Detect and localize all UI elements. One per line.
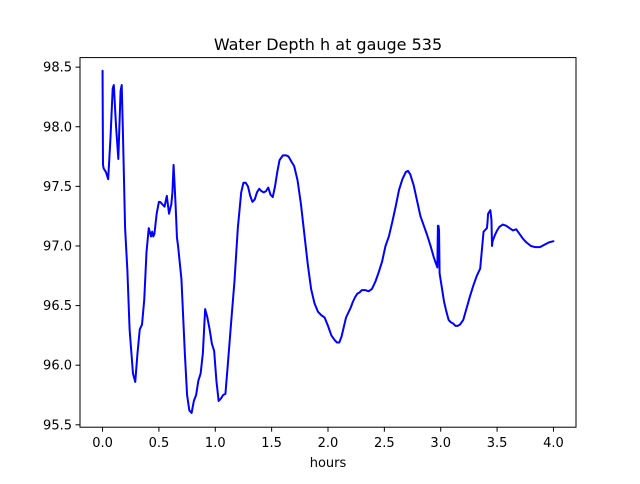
x-axis-ticks: 0.0 0.5 1.0 1.5 2.0 2.5 3.0 3.5 4.0 — [92, 427, 564, 451]
y-tick-label: 96.0 — [43, 359, 72, 374]
series-line — [101, 69, 555, 414]
x-tick-label: 4.0 — [543, 436, 564, 451]
x-tick-label: 1.5 — [261, 436, 282, 451]
x-axis-label: hours — [310, 456, 347, 471]
x-tick-label: 3.5 — [487, 436, 508, 451]
x-tick-label: 2.5 — [374, 436, 395, 451]
x-tick-label: 1.0 — [205, 436, 226, 451]
chart-title: Water Depth h at gauge 535 — [214, 35, 442, 54]
x-tick-label: 0.5 — [149, 436, 170, 451]
x-tick-label: 2.0 — [318, 436, 339, 451]
plot-frame — [79, 57, 577, 428]
y-tick-label: 98.0 — [43, 120, 72, 135]
y-tick-label: 97.0 — [43, 239, 72, 254]
y-tick-label: 98.5 — [43, 61, 72, 76]
y-axis-ticks: 95.5 96.0 96.5 97.0 97.5 98.0 98.5 — [43, 61, 80, 433]
y-tick-label: 95.5 — [43, 418, 72, 433]
x-tick-label: 3.0 — [430, 436, 451, 451]
y-tick-label: 97.5 — [43, 180, 72, 195]
x-tick-label: 0.0 — [92, 436, 113, 451]
y-tick-label: 96.5 — [43, 299, 72, 314]
